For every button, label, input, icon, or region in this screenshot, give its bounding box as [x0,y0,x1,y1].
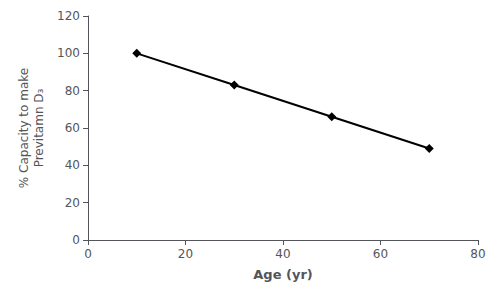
svg-text:0: 0 [84,247,92,261]
svg-text:20: 20 [65,196,80,210]
svg-text:20: 20 [178,247,193,261]
svg-text:40: 40 [65,158,80,172]
svg-text:0: 0 [72,233,80,247]
svg-text:60: 60 [373,247,388,261]
svg-text:Previtamn D₃: Previtamn D₃ [32,88,46,167]
svg-text:120: 120 [57,9,80,23]
svg-text:40: 40 [275,247,290,261]
svg-text:80: 80 [470,247,485,261]
svg-text:% Capacity to make: % Capacity to make [17,68,31,188]
svg-text:80: 80 [65,84,80,98]
svg-text:60: 60 [65,121,80,135]
svg-text:100: 100 [57,46,80,60]
svg-text:Age (yr): Age (yr) [253,267,312,282]
